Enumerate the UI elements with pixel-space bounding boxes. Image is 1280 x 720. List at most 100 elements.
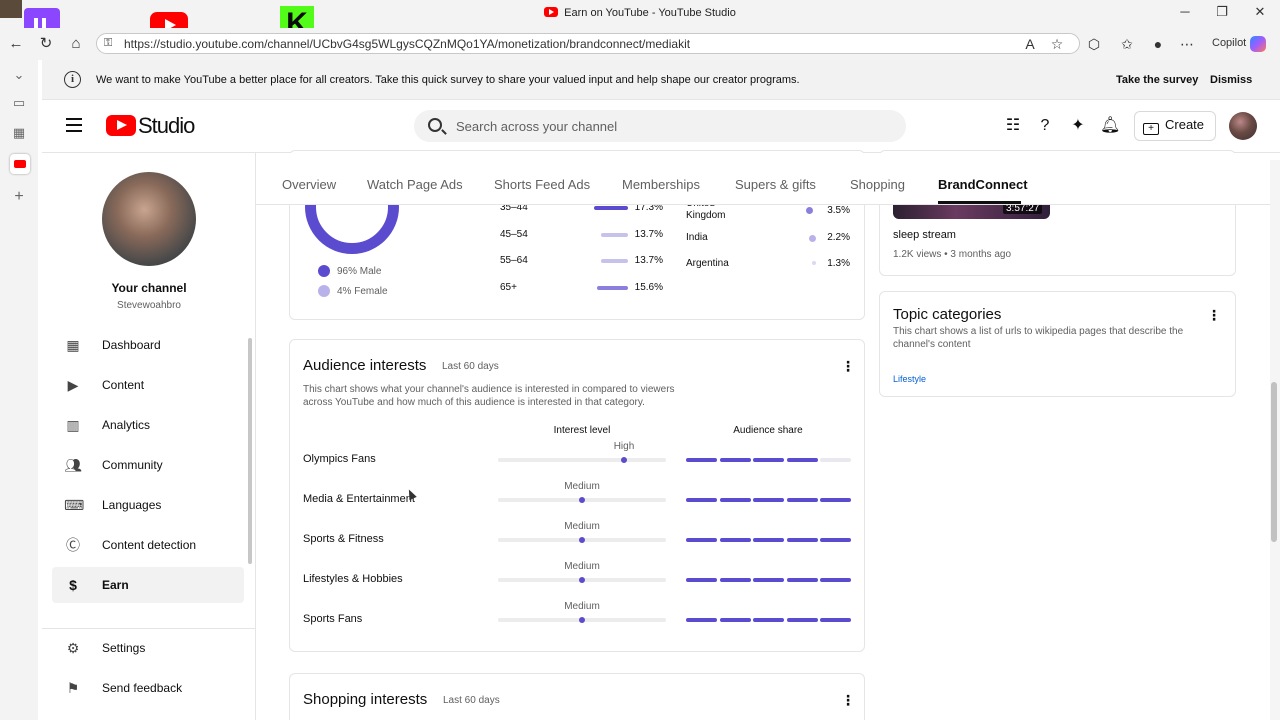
topic-link[interactable]: Lifestyle	[893, 374, 927, 384]
sidebar-item-label: Settings	[102, 641, 146, 655]
back-button[interactable]: ←	[8, 35, 24, 52]
sidebar-item-content-detection[interactable]: Ⓒ Content detection	[52, 527, 244, 563]
account-avatar[interactable]	[1229, 112, 1257, 140]
age-pct: 13.7%	[634, 255, 663, 266]
more-menu-icon[interactable]: ⋯	[1180, 36, 1194, 52]
sidebar-item-community[interactable]: 👥︎ Community	[52, 447, 244, 483]
audience-share-segment	[753, 538, 784, 542]
sidebar-scrollbar[interactable]	[248, 338, 252, 564]
help-icon[interactable]: ?	[1040, 117, 1050, 134]
sidebar-item-label: Dashboard	[102, 338, 161, 352]
youtube-logo-icon[interactable]	[106, 115, 136, 136]
shopping-interests-title: Shopping interests	[303, 691, 428, 708]
copilot-icon[interactable]	[1250, 36, 1266, 52]
sidebar-item-send-feedback[interactable]: ⚑ Send feedback	[52, 670, 244, 706]
interest-level-marker	[579, 617, 585, 623]
profile-icon[interactable]: ●	[1153, 36, 1163, 52]
sidebar-item-label: Content	[102, 378, 145, 392]
youtube-tab-icon[interactable]	[10, 154, 30, 174]
interest-level-text: Medium	[564, 481, 600, 492]
country-dot	[809, 235, 816, 242]
favorites-icon[interactable]: ✩	[1121, 36, 1133, 52]
tab-watch-page-ads[interactable]: Watch Page Ads	[367, 177, 463, 192]
audience-share-segment	[686, 458, 717, 462]
audience-share-header: Audience share	[733, 425, 803, 436]
tab-shorts-feed-ads[interactable]: Shorts Feed Ads	[494, 177, 591, 192]
shopping-interests-card	[289, 673, 865, 720]
country-dot	[812, 261, 816, 265]
tab-icon[interactable]: ▭	[12, 95, 26, 110]
info-icon: i	[64, 71, 81, 88]
sidebar-item-settings[interactable]: ⚙ Settings	[52, 630, 244, 666]
calendar-icon[interactable]: ▦	[12, 125, 26, 140]
minimize-button[interactable]: ─	[1180, 4, 1190, 19]
notifications-bell-icon[interactable]: 🔔︎	[1100, 117, 1121, 134]
interest-label: Olympics Fans	[303, 453, 376, 465]
audience-share-segment	[719, 458, 751, 462]
interest-level-marker	[621, 457, 627, 463]
tab-brandconnect[interactable]: BrandConnect	[938, 177, 1028, 192]
age-pct: 15.6%	[634, 282, 663, 293]
sidebar-item-label: Send feedback	[102, 681, 183, 695]
audience-share-segment	[686, 498, 717, 502]
favorite-star-icon[interactable]: ☆	[1050, 36, 1064, 52]
search-icon[interactable]	[428, 118, 442, 132]
country-pct: 1.3%	[827, 258, 850, 269]
tab-supers-gifts[interactable]: Supers & gifts	[735, 177, 816, 192]
country-dot	[806, 207, 813, 214]
close-window-button[interactable]: ✕	[1254, 4, 1266, 19]
channel-avatar[interactable]	[102, 172, 196, 266]
more-options-icon[interactable]: ⋮	[841, 358, 855, 374]
sidebar-item-analytics[interactable]: ▥ Analytics	[52, 407, 244, 443]
age-label: 35–44	[500, 202, 528, 213]
copilot-label[interactable]: Copilot	[1212, 37, 1247, 49]
dismiss-button[interactable]: Dismiss	[1210, 74, 1253, 86]
audience-share-segment	[719, 498, 751, 502]
refresh-button[interactable]: ↻	[39, 35, 53, 52]
shopping-interests-period: Last 60 days	[443, 695, 500, 706]
url-text[interactable]: https://studio.youtube.com/channel/UCbvG…	[124, 37, 691, 51]
topic-categories-description: This chart shows a list of urls to wikip…	[893, 326, 1184, 350]
more-options-icon[interactable]: ⋮	[841, 692, 855, 708]
more-options-icon[interactable]: ⋮	[1207, 307, 1221, 323]
take-survey-button[interactable]: Take the survey	[1116, 74, 1199, 86]
audience-share-segment	[786, 578, 818, 582]
tab-shopping[interactable]: Shopping	[850, 177, 905, 192]
interest-level-marker	[579, 497, 585, 503]
maximize-button[interactable]: ❐	[1216, 4, 1228, 19]
search-input[interactable]	[456, 116, 856, 136]
read-aloud-icon[interactable]: A	[1025, 36, 1035, 52]
channel-handle: Stevewoahbro	[117, 300, 181, 311]
extensions-icon[interactable]: ⬡	[1087, 36, 1101, 52]
content-detection-icon: Ⓒ	[66, 537, 80, 553]
sidebar-item-languages[interactable]: ⌨ Languages	[52, 487, 244, 523]
age-pct: 17.3%	[634, 202, 663, 213]
sidebar-item-content[interactable]: ▶ Content	[52, 367, 244, 403]
create-button[interactable]: + Create	[1134, 111, 1216, 141]
video-title[interactable]: sleep stream	[893, 229, 956, 241]
audience-share-segment	[820, 458, 851, 462]
captions-icon[interactable]: ☷	[1005, 117, 1021, 134]
topic-categories-title: Topic categories	[893, 306, 1002, 323]
main-scrollbar-thumb[interactable]	[1271, 382, 1277, 542]
sidebar-item-dashboard[interactable]: ▦ Dashboard	[52, 327, 244, 363]
female-legend-label: 4% Female	[337, 286, 388, 297]
interest-level-text: Medium	[564, 521, 600, 532]
interest-level-track	[498, 458, 666, 462]
address-bar[interactable]	[96, 33, 1080, 54]
interest-label: Sports & Fitness	[303, 533, 384, 545]
add-icon[interactable]: +	[14, 188, 24, 205]
studio-logo-text[interactable]: Studio	[138, 113, 195, 138]
age-bar	[601, 233, 628, 237]
sparkle-icon[interactable]: ✦	[1071, 117, 1085, 134]
audience-share-segment	[820, 538, 851, 542]
tab-overview[interactable]: Overview	[282, 177, 337, 192]
age-label: 65+	[500, 282, 517, 293]
sidebar-item-earn[interactable]: $ Earn	[52, 567, 244, 603]
chevron-down-icon[interactable]: ⌄	[13, 67, 25, 82]
site-info-icon[interactable]: ⚿	[104, 37, 113, 49]
home-button[interactable]: ⌂	[71, 35, 81, 52]
tab-memberships[interactable]: Memberships	[622, 177, 701, 192]
female-legend-dot	[318, 285, 330, 297]
menu-icon[interactable]	[66, 118, 82, 132]
